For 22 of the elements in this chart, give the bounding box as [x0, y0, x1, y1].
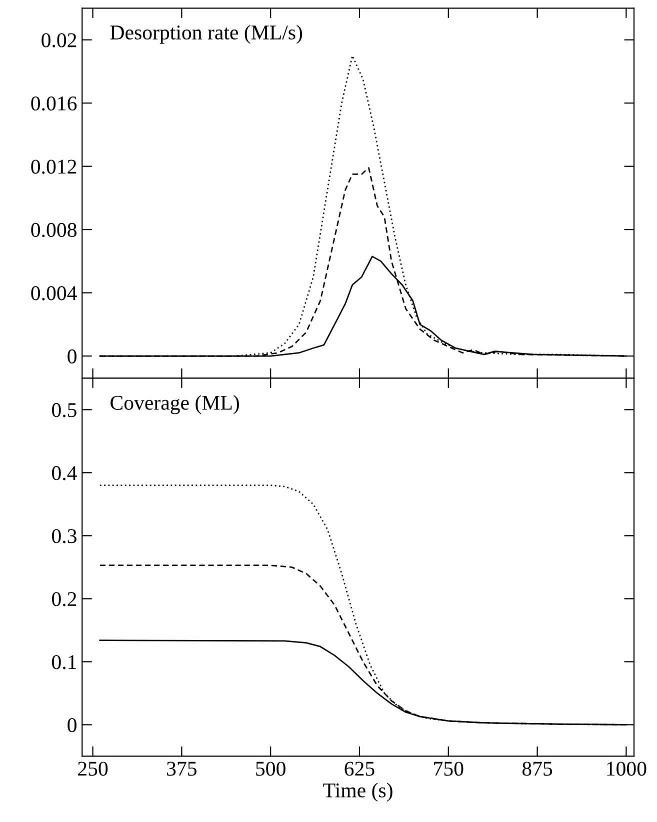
x-tick-label: 875: [522, 762, 552, 776]
y-tick-label: 0.02: [42, 33, 76, 48]
x-tick-label: 750: [434, 762, 464, 776]
y-tick-label: 0.008: [31, 222, 76, 238]
y-tick-label: 0.4: [52, 466, 77, 480]
annotation: Coverage (ML): [110, 395, 239, 414]
y-tick-label: 0.004: [31, 286, 77, 300]
y-tick-label: 0: [68, 718, 76, 732]
x-axis-title: Time (s): [323, 782, 392, 802]
x-tick-label: 1000: [607, 762, 646, 776]
y-tick-label: 0.016: [31, 96, 77, 111]
y-tick-label: 0.5: [52, 403, 76, 418]
x-tick-label: 375: [167, 762, 196, 776]
y-tick-label: 0: [68, 349, 76, 364]
y-tick-label: 0.3: [52, 529, 76, 544]
y-tick-label: 0.1: [52, 655, 76, 670]
y-tick-label: 0.2: [52, 592, 76, 606]
x-tick-label: 625: [344, 762, 374, 776]
x-tick-label: 500: [256, 762, 286, 776]
x-tick-label: 250: [78, 762, 108, 776]
y-tick-label: 0.012: [31, 160, 76, 174]
annotation: Desorption rate (ML/s): [110, 24, 302, 44]
